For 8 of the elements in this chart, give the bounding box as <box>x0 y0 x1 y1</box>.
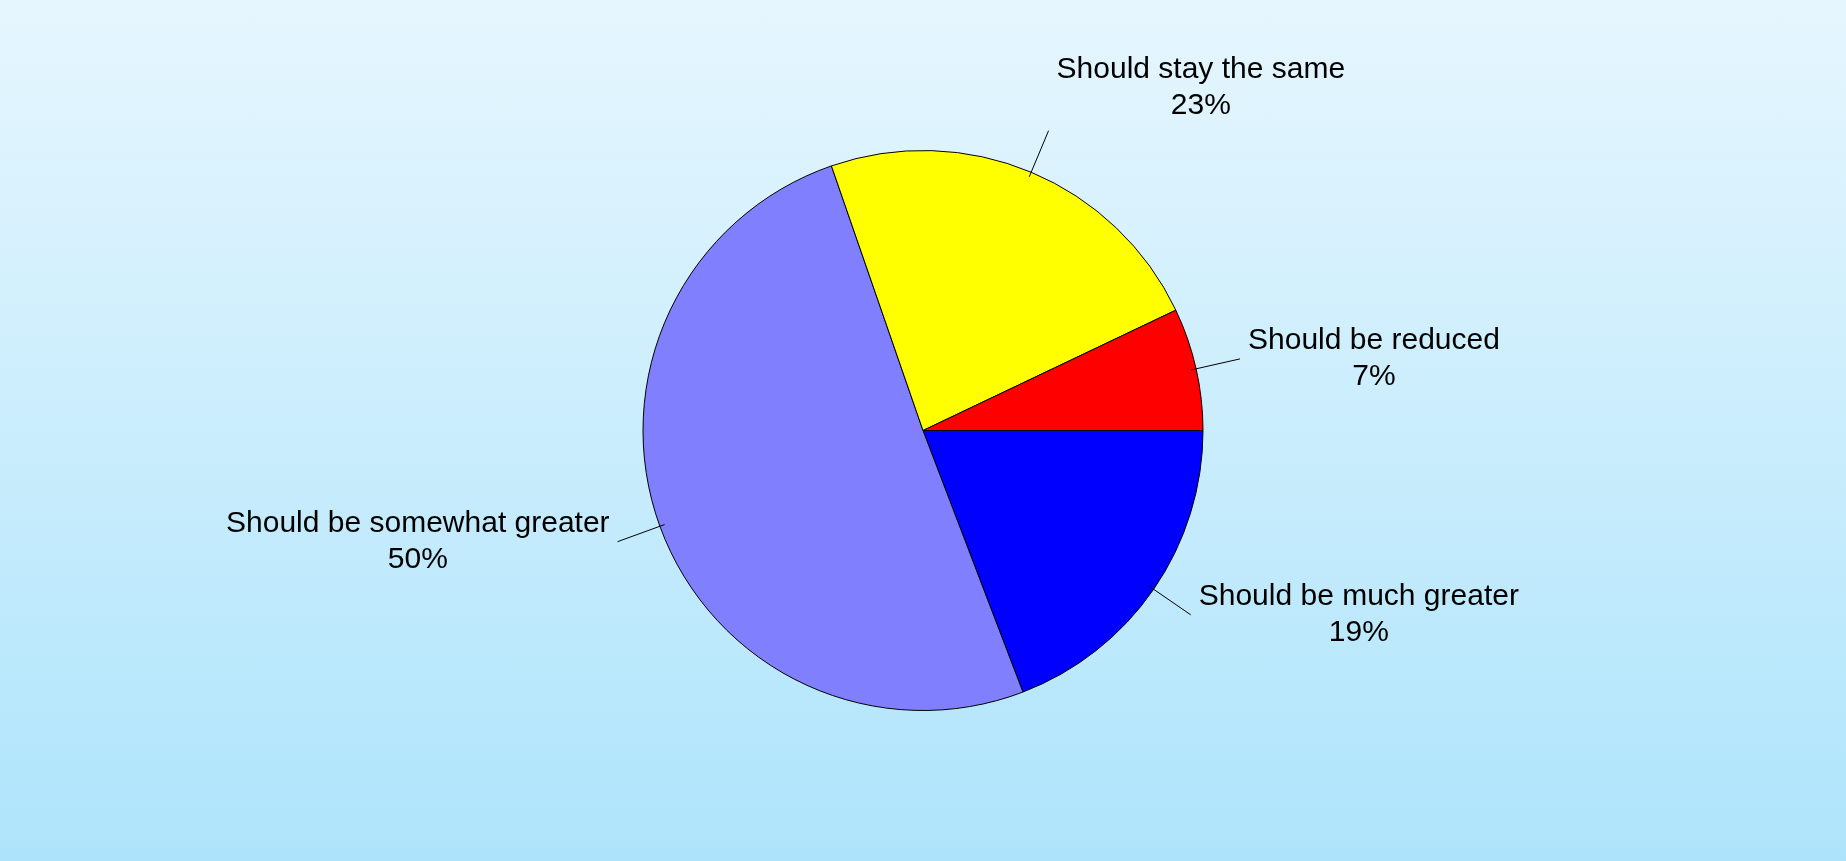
slice-label: Should be reduced <box>1248 322 1500 356</box>
data-label: 50% <box>387 540 448 574</box>
slice-label: Should be somewhat greater <box>226 504 610 538</box>
data-label: 19% <box>1328 614 1389 648</box>
data-label: 7% <box>1352 358 1396 392</box>
slice-label: Should be much greater <box>1198 578 1519 612</box>
data-label: 23% <box>1170 87 1231 120</box>
slice-label: Should stay the same <box>1056 51 1346 84</box>
